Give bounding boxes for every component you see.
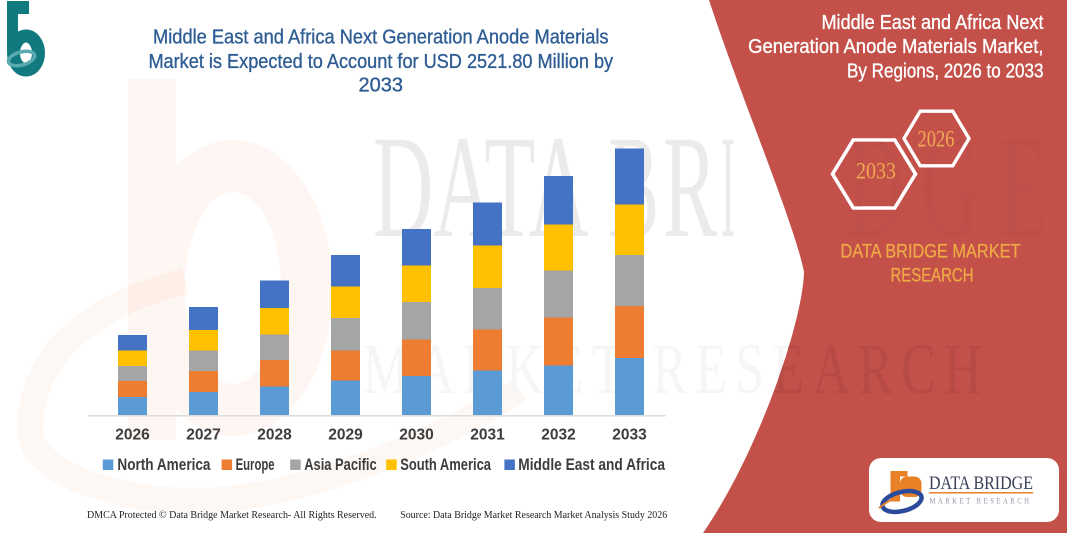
svg-text:D: D bbox=[846, 105, 903, 268]
svg-text:G: G bbox=[921, 105, 979, 268]
svg-text:DATA BRIDGE: DATA BRIDGE bbox=[929, 473, 1033, 494]
svg-text:I: I bbox=[721, 105, 735, 268]
svg-text:R: R bbox=[663, 105, 717, 268]
svg-text:North America: North America bbox=[117, 456, 211, 474]
svg-text:2028: 2028 bbox=[257, 427, 292, 444]
svg-text:DATA BRIDGE MARKET: DATA BRIDGE MARKET bbox=[841, 242, 1021, 263]
svg-text:2031: 2031 bbox=[470, 427, 505, 444]
svg-text:Europe: Europe bbox=[236, 456, 275, 474]
svg-text:2032: 2032 bbox=[541, 427, 575, 444]
svg-text:Middle East and Africa Next Ge: Middle East and Africa Next Generation A… bbox=[153, 27, 609, 49]
svg-text:2033: 2033 bbox=[359, 74, 404, 96]
svg-text:By Regions, 2026 to 2033: By Regions, 2026 to 2033 bbox=[847, 61, 1044, 83]
svg-text:MARKET RESEARCH: MARKET RESEARCH bbox=[930, 497, 1032, 506]
svg-text:Source: Data Bridge Market Res: Source: Data Bridge Market Research Mark… bbox=[400, 510, 667, 521]
svg-text:2030: 2030 bbox=[399, 427, 433, 444]
svg-text:2026: 2026 bbox=[115, 427, 150, 444]
svg-text:Generation Anode Materials Mar: Generation Anode Materials Market, bbox=[748, 36, 1043, 58]
svg-text:2029: 2029 bbox=[328, 427, 363, 444]
svg-text:Middle East and Africa: Middle East and Africa bbox=[518, 456, 665, 474]
svg-text:2026: 2026 bbox=[918, 127, 955, 152]
svg-text:E: E bbox=[999, 105, 1048, 268]
svg-text:South America: South America bbox=[400, 456, 491, 474]
svg-text:2027: 2027 bbox=[186, 427, 220, 444]
svg-text:2033: 2033 bbox=[856, 159, 896, 184]
svg-text:Market is Expected to Account: Market is Expected to Account for USD 25… bbox=[148, 51, 613, 73]
svg-text:Asia Pacific: Asia Pacific bbox=[304, 456, 377, 474]
svg-text:2033: 2033 bbox=[612, 427, 647, 444]
svg-text:RESEARCH: RESEARCH bbox=[891, 265, 974, 286]
svg-text:DMCA Protected © Data Bridge M: DMCA Protected © Data Bridge Market Rese… bbox=[87, 510, 377, 521]
svg-text:Middle East and Africa Next: Middle East and Africa Next bbox=[822, 12, 1044, 34]
